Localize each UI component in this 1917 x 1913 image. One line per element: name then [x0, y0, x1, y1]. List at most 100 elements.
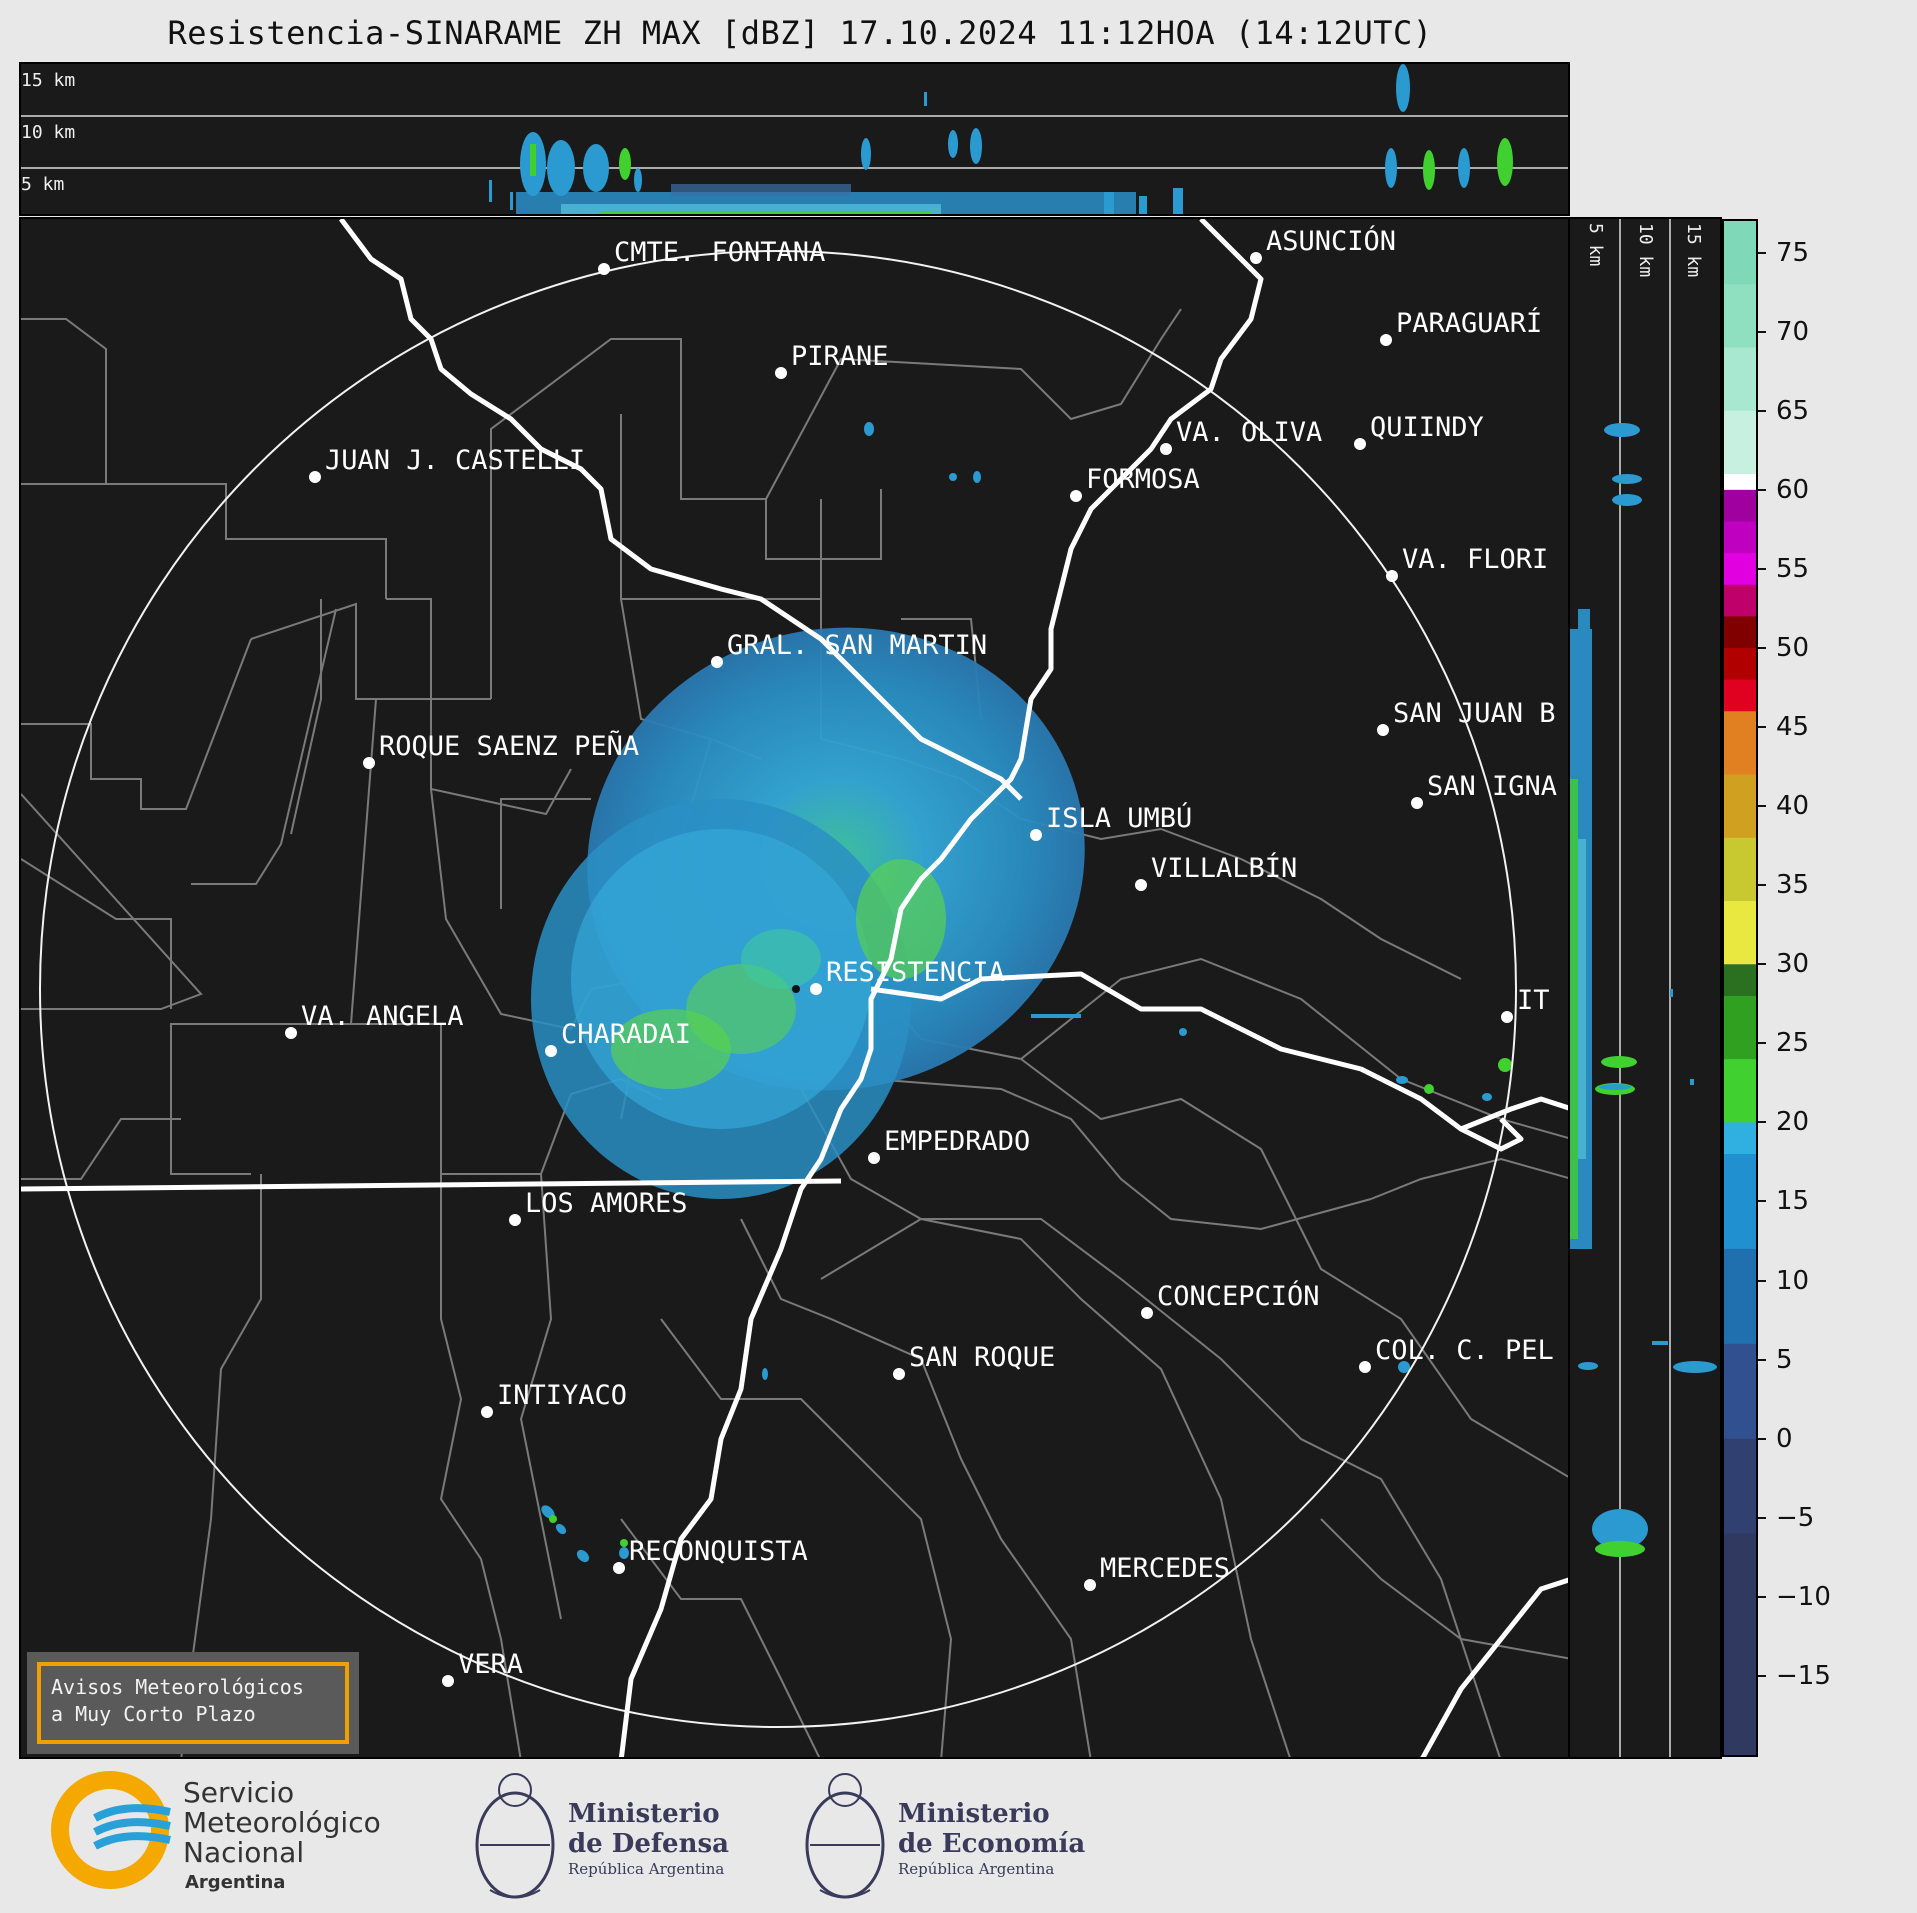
economia-line-1: Ministerio: [898, 1799, 1050, 1829]
city-marker[interactable]: VERA: [442, 1649, 523, 1687]
colorbar-tick-label: 55: [1776, 553, 1810, 584]
city-marker[interactable]: INTIYACO: [481, 1380, 627, 1418]
city-label: IT: [1517, 985, 1550, 1016]
city-dot: [1380, 334, 1392, 346]
colorbar: [1722, 219, 1758, 1757]
city-marker[interactable]: EMPEDRADO: [868, 1126, 1030, 1164]
city-dot: [1386, 570, 1398, 582]
city-marker[interactable]: SAN ROQUE: [893, 1342, 1055, 1380]
city-label: PIRANE: [791, 341, 889, 372]
colorbar-band: [1724, 995, 1756, 1060]
colorbar-tick-mark: [1758, 1121, 1766, 1124]
colorbar-tick-mark: [1758, 330, 1766, 333]
city-layer: CMTE. FONTANA ASUNCIÓN PIRANE PARAGUARÍ JUAN…: [285, 225, 1557, 1687]
warning-box-inner[interactable]: Avisos Meteorológicos a Muy Corto Plazo: [37, 1662, 349, 1744]
city-marker[interactable]: RESISTENCIA: [810, 957, 1005, 995]
city-dot: [481, 1406, 493, 1418]
city-marker[interactable]: VA. FLORI: [1386, 544, 1548, 582]
city-marker[interactable]: VILLALBÍN: [1135, 852, 1297, 891]
colorbar-tick-label: 0: [1776, 1423, 1793, 1454]
city-dot: [309, 471, 321, 483]
colorbar-band: [1724, 679, 1756, 712]
city-label: PARAGUARÍ: [1396, 307, 1542, 339]
city-marker[interactable]: SAN IGNA: [1411, 771, 1557, 809]
city-marker[interactable]: JUAN J. CASTELLI: [309, 445, 585, 483]
city-label: LOS AMORES: [525, 1188, 688, 1219]
colorbar-tick-label: 10: [1776, 1265, 1810, 1296]
city-marker[interactable]: CONCEPCIÓN: [1141, 1280, 1320, 1319]
city-marker[interactable]: ISLA UMBÚ: [1030, 802, 1192, 841]
colorbar-tick-mark: [1758, 963, 1766, 966]
city-label: RECONQUISTA: [629, 1536, 808, 1567]
city-dot: [810, 983, 822, 995]
colorbar-band: [1724, 1438, 1756, 1535]
city-marker[interactable]: IT: [1501, 985, 1550, 1023]
city-marker[interactable]: ROQUE SAENZ PEÑA: [363, 730, 639, 769]
colorbar-tick-mark: [1758, 1358, 1766, 1361]
colorbar-band: [1724, 964, 1756, 997]
city-marker[interactable]: VA. ANGELA: [285, 1001, 464, 1039]
city-label: ROQUE SAENZ PEÑA: [379, 730, 639, 762]
city-marker[interactable]: GRAL. SAN MARTIN: [711, 630, 987, 668]
city-dot: [363, 757, 375, 769]
city-marker[interactable]: COL. C. PEL: [1359, 1335, 1554, 1373]
city-dot: [1250, 252, 1262, 264]
city-dot: [1354, 438, 1366, 450]
side-height-label-10: 10 km: [1635, 223, 1656, 277]
city-dot: [1501, 1011, 1513, 1023]
city-marker[interactable]: SAN JUAN B: [1377, 698, 1556, 736]
city-dot: [1359, 1361, 1371, 1373]
city-marker[interactable]: CMTE. FONTANA: [598, 237, 825, 275]
city-label: MERCEDES: [1100, 1553, 1230, 1584]
city-dot: [1377, 724, 1389, 736]
city-marker[interactable]: CHARADAI: [545, 1019, 691, 1057]
city-label: GRAL. SAN MARTIN: [727, 630, 987, 661]
small-green-echoes: [549, 1058, 1512, 1547]
top-height-label-15: 15 km: [21, 70, 75, 91]
colorbar-band: [1724, 1533, 1756, 1755]
colorbar-band: [1724, 1154, 1756, 1250]
defensa-line-2: de Defensa: [568, 1829, 729, 1859]
city-dot: [1070, 490, 1082, 502]
city-dot: [598, 263, 610, 275]
warning-line-2: a Muy Corto Plazo: [51, 1702, 256, 1726]
top-profile-svg: 15 km 10 km 5 km: [21, 64, 1568, 214]
city-marker[interactable]: RECONQUISTA: [613, 1536, 808, 1574]
colorbar-band: [1724, 1122, 1756, 1155]
colorbar-tick-label: −10: [1776, 1581, 1831, 1612]
colorbar-tick-mark: [1758, 567, 1766, 570]
city-marker[interactable]: ASUNCIÓN: [1250, 225, 1396, 264]
colorbar-band: [1724, 521, 1756, 554]
city-label: ISLA UMBÚ: [1046, 802, 1192, 834]
top-height-label-10: 10 km: [21, 122, 75, 143]
city-label: JUAN J. CASTELLI: [325, 445, 585, 476]
city-marker[interactable]: PIRANE: [775, 341, 889, 379]
city-label: VA. FLORI: [1402, 544, 1548, 575]
defensa-line-1: Ministerio: [568, 1799, 720, 1829]
radar-map[interactable]: CMTE. FONTANA ASUNCIÓN PIRANE PARAGUARÍ JUAN…: [19, 217, 1570, 1759]
economia-logo: Ministerio de Economía República Argenti…: [805, 1773, 1085, 1899]
city-dot: [1160, 443, 1172, 455]
argentina-coat-of-arms-icon-2: [805, 1773, 885, 1899]
city-dot: [285, 1027, 297, 1039]
map-svg[interactable]: CMTE. FONTANA ASUNCIÓN PIRANE PARAGUARÍ JUAN…: [21, 219, 1570, 1759]
colorbar-tick-label: 65: [1776, 395, 1810, 426]
city-marker[interactable]: LOS AMORES: [509, 1188, 688, 1226]
colorbar-tick-label: −15: [1776, 1660, 1831, 1691]
radar-range-ring: [39, 250, 1517, 1728]
colorbar-tick-label: 60: [1776, 474, 1810, 505]
colorbar-band: [1724, 837, 1756, 902]
city-marker[interactable]: MERCEDES: [1084, 1553, 1230, 1591]
city-marker[interactable]: PARAGUARÍ: [1380, 307, 1542, 346]
city-dot: [1030, 829, 1042, 841]
city-marker[interactable]: VA. OLIVA: [1160, 417, 1322, 455]
city-marker[interactable]: FORMOSA: [1070, 464, 1200, 502]
smn-line-3: Nacional: [183, 1836, 304, 1869]
radar-echo-main: [531, 627, 1085, 1199]
colorbar-band: [1724, 221, 1756, 285]
city-marker[interactable]: QUIINDY: [1354, 412, 1484, 450]
warning-box[interactable]: Avisos Meteorológicos a Muy Corto Plazo: [27, 1652, 359, 1754]
logo-footer-svg: Servicio Meteorológico Nacional Argentin…: [51, 1771, 1085, 1899]
city-dot: [775, 367, 787, 379]
city-label: SAN IGNA: [1427, 771, 1557, 802]
